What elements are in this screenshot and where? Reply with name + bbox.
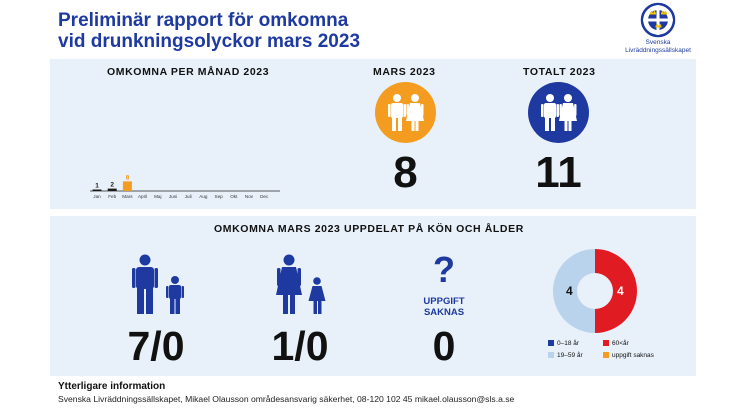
title-line-2: vid drunkningsolyckor mars 2023 (58, 31, 361, 52)
donut-right-label: 4 (617, 284, 624, 298)
legend-label: uppgift saknas (612, 352, 654, 359)
bar-mars (122, 181, 132, 191)
man-boy-icon (132, 254, 184, 314)
legend-item-60-plus: 60<år (603, 340, 629, 347)
bar-value-label: 1 (95, 183, 99, 190)
month-tick-label: Juni (169, 194, 177, 199)
unknown-label: UPPGIFT SAKNAS (410, 296, 478, 318)
question-mark-icon: ? (433, 249, 455, 290)
total-people-badge (528, 82, 589, 143)
donut-left-label: 4 (566, 284, 573, 298)
total-heading: TOTALT 2023 (523, 66, 596, 78)
man-woman-icon (388, 94, 424, 131)
unknown-label-line-1: UPPGIFT (423, 296, 465, 307)
monthly-heading: OMKOMNA PER MÅNAD 2023 (107, 66, 270, 78)
monthly-bar-chart: 1 Jan 2 Feb 8 Mars April Maj Juni Juli Aug Sep Okt No… (90, 174, 280, 199)
footer-title: Ytterligare information (58, 381, 166, 392)
unknown-label-line-2: SAKNAS (423, 307, 465, 318)
legend-label: 60<år (612, 340, 629, 347)
legend-label: 19–59 år (557, 352, 583, 359)
unknown-value: 0 (432, 323, 456, 369)
march-people-badge (375, 82, 436, 143)
legend-item-0-18: 0–18 år (548, 340, 579, 347)
age-donut-chart: 4 4 (553, 249, 637, 333)
bar-feb (107, 188, 117, 191)
report-title: Preliminär rapport för omkomna vid drunk… (58, 10, 360, 52)
month-tick-label: Aug (199, 194, 208, 199)
month-tick-label: Okt (230, 194, 238, 199)
bar-jan (92, 189, 102, 191)
sls-logo: Svenska Livräddningssällskapet (618, 2, 698, 58)
month-tick-label: Feb (108, 194, 116, 199)
logo-line-2: Livräddningssällskapet (625, 47, 691, 54)
bar-value-label: 2 (110, 182, 114, 189)
march-total-value: 8 (393, 148, 418, 197)
donut-segment-60-plus (595, 249, 637, 333)
donut-segment-19-59 (553, 249, 595, 333)
legend-swatch (603, 340, 609, 346)
footer-contact: Svenska Livräddningssällskapet, Mikael O… (58, 394, 515, 404)
legend-swatch (548, 340, 554, 346)
men-value: 7/0 (127, 323, 185, 369)
month-tick-label: Juli (185, 194, 192, 199)
month-tick-label: Mars (122, 194, 133, 199)
march-heading: MARS 2023 (373, 66, 436, 78)
breakdown-panel: OMKOMNA MARS 2023 UPPDELAT PÅ KÖN OCH ÅL… (50, 216, 696, 376)
legend-item-unknown: uppgift saknas (603, 352, 654, 359)
women-value: 1/0 (271, 323, 329, 369)
legend-swatch (603, 352, 609, 358)
month-tick-label: Sep (215, 194, 224, 199)
summary-panel: OMKOMNA PER MÅNAD 2023 1 Jan 2 Feb 8 Mars Apri… (50, 59, 696, 209)
bar-value-label: 8 (126, 174, 130, 181)
year-total-value: 11 (535, 148, 582, 197)
logo-line-1: Svenska (645, 39, 671, 46)
month-tick-label: Dec (260, 194, 269, 199)
legend-swatch (548, 352, 554, 358)
title-line-1: Preliminär rapport för omkomna (58, 10, 349, 31)
month-tick-label: Nov (245, 194, 254, 199)
legend-label: 0–18 år (557, 340, 580, 347)
breakdown-heading: OMKOMNA MARS 2023 UPPDELAT PÅ KÖN OCH ÅL… (214, 223, 524, 235)
man-woman-icon (541, 94, 577, 131)
legend-item-19-59: 19–59 år (548, 352, 583, 359)
woman-girl-icon (276, 254, 326, 314)
month-tick-label: April (138, 194, 147, 199)
month-tick-label: Maj (154, 194, 161, 199)
lifebuoy-crown-icon (640, 2, 676, 38)
month-tick-label: Jan (93, 194, 101, 199)
